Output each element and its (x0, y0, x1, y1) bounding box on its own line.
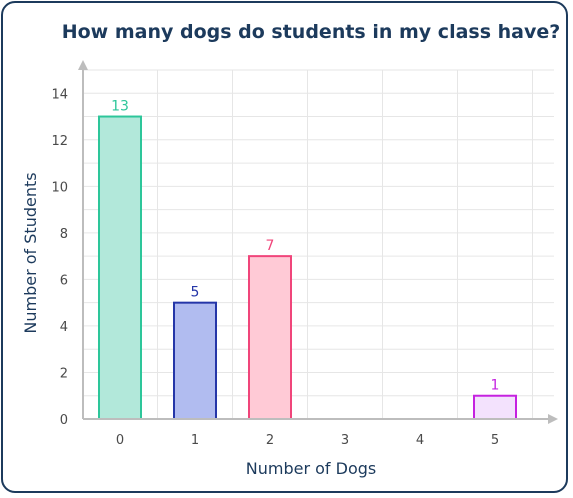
y-tick-label: 2 (60, 366, 68, 381)
data-labels: 13 5 7 1 (111, 99, 499, 394)
bar-5 (473, 394, 517, 421)
x-axis-label: Number of Dogs (246, 459, 376, 478)
y-axis-label: Number of Students (21, 172, 40, 333)
x-tick-label: 1 (191, 433, 199, 448)
x-tick-label: 4 (416, 433, 424, 448)
gridlines (82, 69, 554, 419)
y-tick-label: 10 (51, 180, 68, 195)
axes (78, 60, 558, 424)
y-axis-arrow (78, 60, 88, 70)
y-tick-label: 14 (51, 87, 68, 102)
y-tick-label: 6 (60, 273, 68, 288)
x-axis-arrow (548, 414, 558, 424)
y-tick-label: 8 (60, 227, 68, 242)
x-tick-label: 0 (116, 433, 124, 448)
x-tick-label: 2 (266, 433, 274, 448)
bar-2 (248, 255, 292, 420)
y-tick-label: 0 (60, 413, 68, 428)
y-tick-label: 4 (60, 320, 68, 335)
data-label-1: 5 (191, 285, 200, 301)
x-tick-label: 3 (341, 433, 349, 448)
y-tick-label: 12 (51, 134, 68, 149)
data-label-0: 13 (111, 99, 129, 115)
data-label-5: 1 (491, 378, 500, 394)
bar-0 (98, 115, 142, 421)
x-tick-label: 5 (491, 433, 499, 448)
bar-1 (173, 301, 217, 420)
data-label-2: 7 (266, 238, 275, 254)
chart-title: How many dogs do students in my class ha… (62, 21, 561, 43)
